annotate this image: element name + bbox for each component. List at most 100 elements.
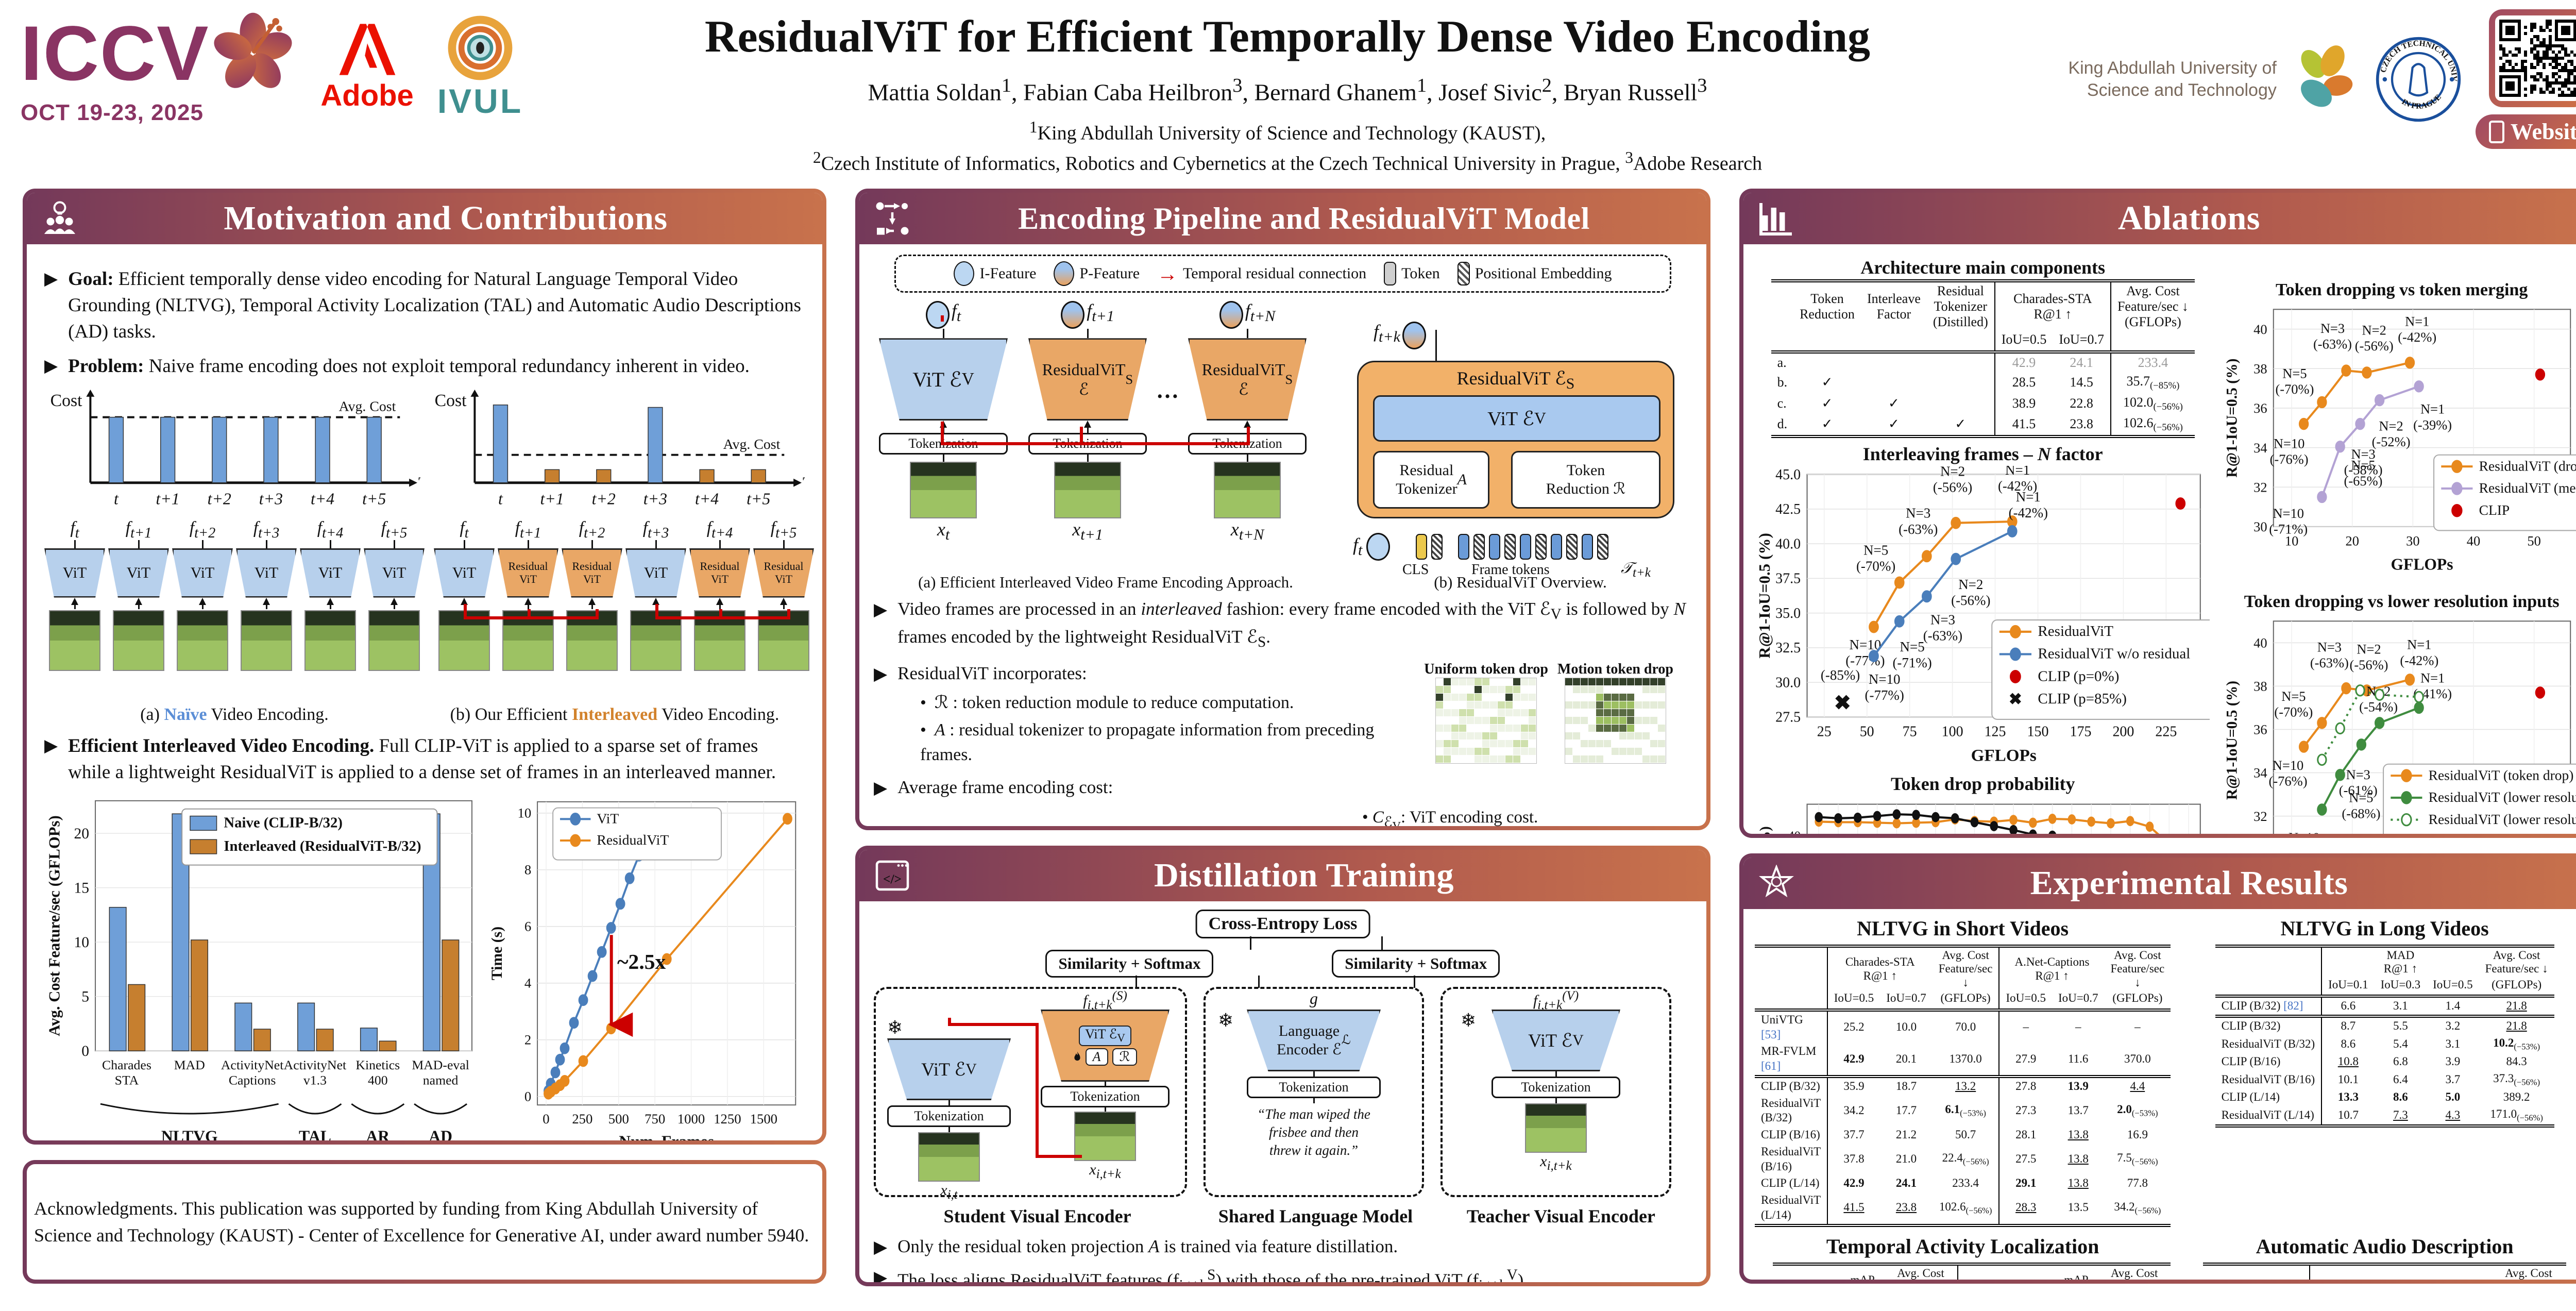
svg-text:ResidualViT (merge): ResidualViT (merge) xyxy=(2479,480,2576,496)
tokens-symbol: 𝒯t+k xyxy=(1621,560,1651,580)
svg-text:R@1-IoU=0.5 (%): R@1-IoU=0.5 (%) xyxy=(2224,359,2241,478)
goal-bullet: ▶ Goal: Efficient temporally dense video… xyxy=(44,266,805,345)
affiliation-1: 1King Abdullah University of Science and… xyxy=(1029,117,1546,144)
iccv-dates: OCT 19-23, 2025 xyxy=(21,100,204,125)
table-row: ResidualViT (L/14) 41.5 23.8 102.6(−56%) 28.… xyxy=(1755,1192,2171,1225)
chart-encoding-time: 0 2 4 6 8 10 0 250 500 750 1000 1250 150… xyxy=(488,794,805,1140)
svg-text:27.5: 27.5 xyxy=(1775,710,1801,726)
svg-text:ActivityNet: ActivityNet xyxy=(284,1057,347,1072)
svg-text:N=2: N=2 xyxy=(1940,466,1965,479)
feature-label: ft xyxy=(460,518,469,541)
svg-text:Time (s): Time (s) xyxy=(489,927,505,980)
interleaved-text: Efficient Interleaved Video Encoding. Fu… xyxy=(68,735,776,783)
svg-text:Avg. Cost: Avg. Cost xyxy=(723,436,781,452)
pipeline-bullet-3: ▶ Average frame encoding cost: xyxy=(874,777,1113,798)
short-videos-table: Charades-STA R@1 ↑ Avg. Cost Feature/sec ↓ A… xyxy=(1755,945,2171,1227)
svg-text:GFLOPs: GFLOPs xyxy=(1971,746,2037,765)
token-row: ft xyxy=(1353,533,1688,561)
svg-text:N=2: N=2 xyxy=(2357,641,2381,657)
svg-text:38: 38 xyxy=(2254,678,2267,694)
cost-chart-interleaved: Cost Time Avg. Cost t t+1 t+2 t+3 t+4 t+… xyxy=(429,388,822,513)
panel-pipeline: Encoding Pipeline and ResidualViT Model … xyxy=(855,189,1710,830)
svg-text:Kinetics: Kinetics xyxy=(355,1057,400,1072)
svg-text:(-70%): (-70%) xyxy=(2276,381,2314,397)
feature-label: ft+1 xyxy=(515,518,541,541)
panel-results: Experimental Results NLTVG in Short Vide… xyxy=(1739,853,2576,1284)
residual-tokenizer-box: Residual Tokenizer A xyxy=(1373,451,1489,509)
svg-text:ResidualViT: ResidualViT xyxy=(2038,623,2113,640)
goal-text: Goal: Efficient temporally dense video e… xyxy=(68,268,801,343)
video-frame-thumbnail xyxy=(438,610,490,671)
svg-text:(-42%): (-42%) xyxy=(2009,505,2048,520)
table-row: d. ✓ ✓ ✓ 41.5 23.8 102.6(−56%) xyxy=(1771,414,2195,436)
svg-text:t+3: t+3 xyxy=(643,490,667,508)
cost-figures: Cost Time Avg. Cost t t+1 t+2 t+3 t+4 t+… xyxy=(44,388,822,513)
svg-text:30.0: 30.0 xyxy=(1775,675,1801,691)
svg-text:CLIP (p=0%): CLIP (p=0%) xyxy=(2038,668,2119,684)
svg-text:(-42%): (-42%) xyxy=(2398,329,2437,345)
svg-text:(-56%): (-56%) xyxy=(1951,593,1990,608)
positional-embedding-icon xyxy=(1457,262,1470,285)
svg-text:Avg. Cost Feature/sec (GFLOPs): Avg. Cost Feature/sec (GFLOPs) xyxy=(46,815,63,1036)
svg-text:(-56%): (-56%) xyxy=(2355,338,2394,354)
results-short-videos: NLTVG in Short Videos Charades-STA R@1 ↑ A… xyxy=(1755,914,2171,1227)
svg-text:N=3: N=3 xyxy=(1906,505,1930,520)
poster-title: ResidualViT for Efficient Temporally Den… xyxy=(704,12,1871,62)
ctu-seal-icon: CZECH TECHNICAL UNIVERSITY IN PRAGUE xyxy=(2375,36,2461,122)
svg-text:36: 36 xyxy=(2254,721,2267,737)
svg-text:50: 50 xyxy=(1860,724,1874,740)
feature-label: ft+1 xyxy=(125,518,152,541)
svg-text:750: 750 xyxy=(645,1111,665,1126)
video-frame-thumbnail xyxy=(241,610,292,671)
svg-text:N=10: N=10 xyxy=(1869,671,1901,687)
panel-title-results: Experimental Results xyxy=(2030,864,2348,902)
panel-title-pipeline: Encoding Pipeline and ResidualViT Model xyxy=(1018,201,1590,236)
svg-text:Time: Time xyxy=(803,474,805,493)
distill-bullet-1: ▶ Only the residual token projection A i… xyxy=(874,1236,1398,1257)
chart-token-merging: 30 32 34 36 38 40 10 20 30 40 50 GFLOPs R@… xyxy=(2223,301,2576,577)
panel-acknowledgments: Acknowledgments. This publication was su… xyxy=(23,1160,826,1284)
svg-text:CLIP: CLIP xyxy=(2479,502,2510,518)
svg-text:t+2: t+2 xyxy=(592,490,616,508)
svg-text:ResidualViT w/o residual: ResidualViT w/o residual xyxy=(2038,646,2190,662)
svg-text:38: 38 xyxy=(2254,361,2267,376)
video-frame-thumbnail xyxy=(368,610,420,671)
svg-text:(-63%): (-63%) xyxy=(1899,522,1938,537)
svg-text:(-65%): (-65%) xyxy=(2344,473,2383,489)
svg-text:Cost: Cost xyxy=(50,391,83,410)
svg-text:v1.3: v1.3 xyxy=(303,1072,327,1087)
svg-text:Cost: Cost xyxy=(435,391,467,410)
table-row: c. ✓ ✓ 38.9 22.8 102.0(−56%) xyxy=(1771,393,2195,414)
svg-text:37.5: 37.5 xyxy=(1775,570,1801,586)
figure-legend: I-Feature P-Feature → Temporal residual c… xyxy=(894,255,1671,293)
motivation-icon xyxy=(44,201,75,234)
frozen-icon: ❄ xyxy=(887,1017,903,1038)
residualvit-encoder: Residual ViT xyxy=(498,548,558,598)
svg-text:100: 100 xyxy=(1942,724,1963,740)
short-videos-title: NLTVG in Short Videos xyxy=(1857,917,2069,940)
header: ICCV O xyxy=(0,0,2576,181)
lowres-chart-title: Token dropping vs lower resolution input… xyxy=(2244,592,2560,611)
svg-text:34: 34 xyxy=(2254,765,2267,780)
table-row: UniVTG [53] 25.2 10.0 70.0– – – xyxy=(1755,1010,2171,1044)
svg-text:Interleaved (ResidualViT-B/32): Interleaved (ResidualViT-B/32) xyxy=(224,838,421,854)
svg-text:✖: ✖ xyxy=(1834,692,1851,714)
svg-text:40: 40 xyxy=(1788,829,1801,834)
svg-text:N=10: N=10 xyxy=(2273,506,2304,521)
svg-text:Time: Time xyxy=(418,474,420,493)
svg-text:(-54%): (-54%) xyxy=(2360,699,2398,714)
header-title-block: ResidualViT for Efficient Temporally Den… xyxy=(629,9,1946,177)
ivul-eye-icon xyxy=(448,15,513,80)
vit-encoder: ViT xyxy=(625,548,686,598)
svg-text:STA: STA xyxy=(115,1072,139,1087)
panel-motivation: Motivation and Contributions ▶ Goal: Eff… xyxy=(23,189,826,1145)
svg-text:0: 0 xyxy=(543,1111,549,1126)
legend-residual-connection: Temporal residual connection xyxy=(1183,265,1367,282)
website-button[interactable]: Website xyxy=(2475,114,2576,149)
svg-text:30: 30 xyxy=(2254,519,2267,534)
cost-formula-row: C = CℰV + NCℰS1 + N ≈ CℰV1 + (1 − p)N1 +… xyxy=(874,804,1692,826)
svg-text:36: 36 xyxy=(2254,400,2267,416)
svg-text:N=5: N=5 xyxy=(2282,688,2306,704)
table-row: ResidualViT (B/16) 10.1 6.4 3.7 37.3(−56%) xyxy=(2215,1070,2554,1089)
